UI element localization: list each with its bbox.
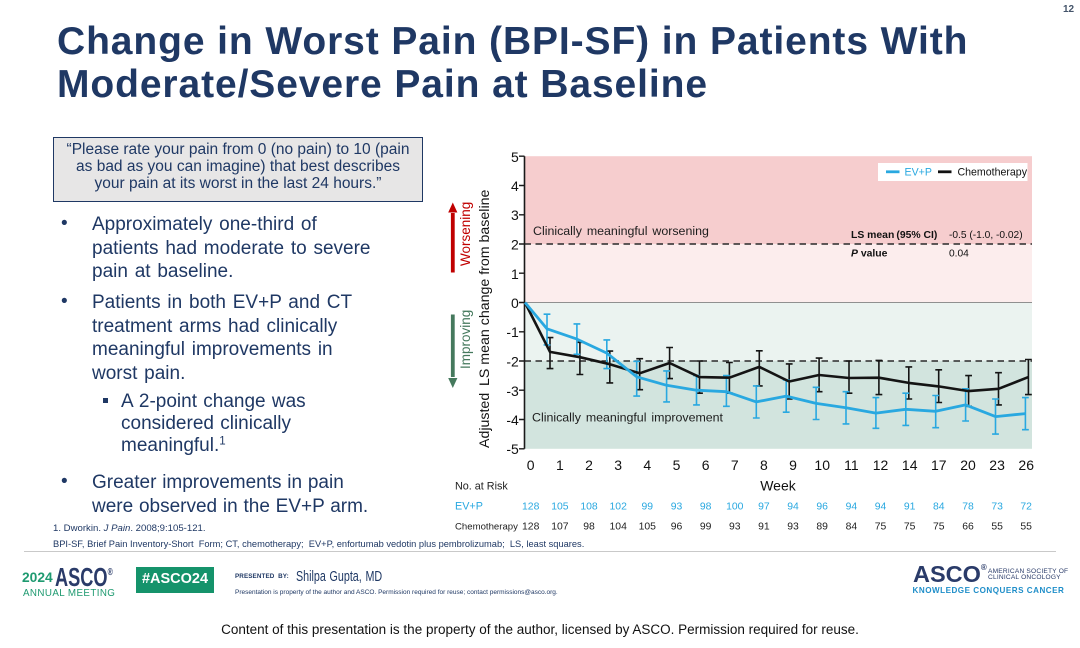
- svg-text:12: 12: [873, 457, 889, 473]
- svg-text:102: 102: [610, 502, 628, 513]
- svg-text:Improving: Improving: [458, 310, 473, 369]
- svg-text:96: 96: [671, 522, 683, 533]
- svg-text:105: 105: [639, 522, 657, 533]
- svg-text:No. at Risk: No. at Risk: [455, 481, 508, 493]
- svg-text:14: 14: [902, 457, 918, 473]
- svg-text:3: 3: [511, 207, 519, 223]
- svg-text:78: 78: [962, 502, 974, 513]
- svg-text:4: 4: [511, 178, 519, 194]
- svg-text:-0.5 (-1.0, -0.02): -0.5 (-1.0, -0.02): [949, 230, 1023, 241]
- svg-text:0: 0: [527, 457, 535, 473]
- svg-text:93: 93: [671, 502, 683, 513]
- svg-text:Worsening: Worsening: [458, 202, 473, 266]
- svg-text:98: 98: [583, 522, 595, 533]
- svg-text:93: 93: [729, 522, 741, 533]
- svg-text:-5: -5: [506, 441, 519, 457]
- svg-text:0: 0: [511, 295, 519, 311]
- svg-text:Clinically meaningful improvem: Clinically meaningful improvement: [532, 410, 724, 424]
- svg-text:100: 100: [726, 502, 744, 513]
- svg-text:17: 17: [931, 457, 947, 473]
- svg-text:3: 3: [614, 457, 622, 473]
- svg-text:-4: -4: [506, 412, 519, 428]
- svg-text:93: 93: [787, 522, 799, 533]
- svg-text:7: 7: [731, 457, 739, 473]
- svg-text:1: 1: [511, 266, 519, 282]
- svg-text:99: 99: [642, 502, 654, 513]
- svg-text:EV+P: EV+P: [455, 501, 483, 513]
- svg-text:11: 11: [844, 457, 859, 473]
- svg-text:8: 8: [760, 457, 768, 473]
- svg-text:104: 104: [610, 522, 628, 533]
- svg-text:66: 66: [962, 522, 974, 533]
- svg-text:108: 108: [580, 502, 598, 513]
- svg-text:Week: Week: [760, 478, 797, 494]
- svg-text:Adjusted LS mean change from: Adjusted LS mean change from baseline: [477, 190, 493, 448]
- svg-text:89: 89: [816, 522, 828, 533]
- svg-text:91: 91: [758, 522, 770, 533]
- svg-text:84: 84: [933, 502, 945, 513]
- svg-text:10: 10: [814, 457, 830, 473]
- svg-text:75: 75: [933, 522, 945, 533]
- svg-text:128: 128: [522, 502, 540, 513]
- svg-text:4: 4: [643, 457, 651, 473]
- svg-text:72: 72: [1020, 502, 1032, 513]
- svg-text:73: 73: [991, 502, 1003, 513]
- svg-text:1: 1: [556, 457, 564, 473]
- svg-text:128: 128: [522, 522, 540, 533]
- svg-text:98: 98: [700, 502, 712, 513]
- svg-text:105: 105: [551, 502, 569, 513]
- svg-text:20: 20: [960, 457, 976, 473]
- svg-text:Chemotherapy: Chemotherapy: [455, 522, 518, 533]
- svg-text:6: 6: [702, 457, 710, 473]
- svg-text:94: 94: [846, 502, 858, 513]
- svg-text:55: 55: [1020, 522, 1032, 533]
- svg-text:99: 99: [700, 522, 712, 533]
- svg-text:0.04: 0.04: [949, 249, 969, 260]
- svg-text:94: 94: [875, 502, 887, 513]
- svg-text:2: 2: [511, 237, 519, 253]
- svg-text:Chemotherapy: Chemotherapy: [958, 167, 1028, 179]
- svg-text:Clinically meaningful worsenin: Clinically meaningful worsening: [533, 224, 709, 238]
- svg-text:75: 75: [904, 522, 916, 533]
- svg-text:P value: P value: [851, 249, 888, 260]
- svg-text:23: 23: [989, 457, 1005, 473]
- svg-text:84: 84: [846, 522, 858, 533]
- svg-text:107: 107: [551, 522, 569, 533]
- svg-text:-2: -2: [506, 354, 519, 370]
- svg-text:97: 97: [758, 502, 770, 513]
- svg-text:91: 91: [904, 502, 916, 513]
- svg-text:94: 94: [787, 502, 799, 513]
- svg-text:5: 5: [673, 457, 681, 473]
- svg-text:5: 5: [511, 149, 519, 165]
- svg-text:96: 96: [816, 502, 828, 513]
- svg-text:2: 2: [585, 457, 593, 473]
- svg-text:9: 9: [789, 457, 797, 473]
- svg-text:-1: -1: [506, 324, 519, 340]
- svg-text:EV+P: EV+P: [905, 167, 932, 179]
- svg-text:LS mean (95% CI): LS mean (95% CI): [851, 230, 937, 241]
- svg-text:-3: -3: [506, 383, 519, 399]
- svg-text:75: 75: [875, 522, 887, 533]
- svg-text:55: 55: [991, 522, 1003, 533]
- svg-text:26: 26: [1018, 457, 1034, 473]
